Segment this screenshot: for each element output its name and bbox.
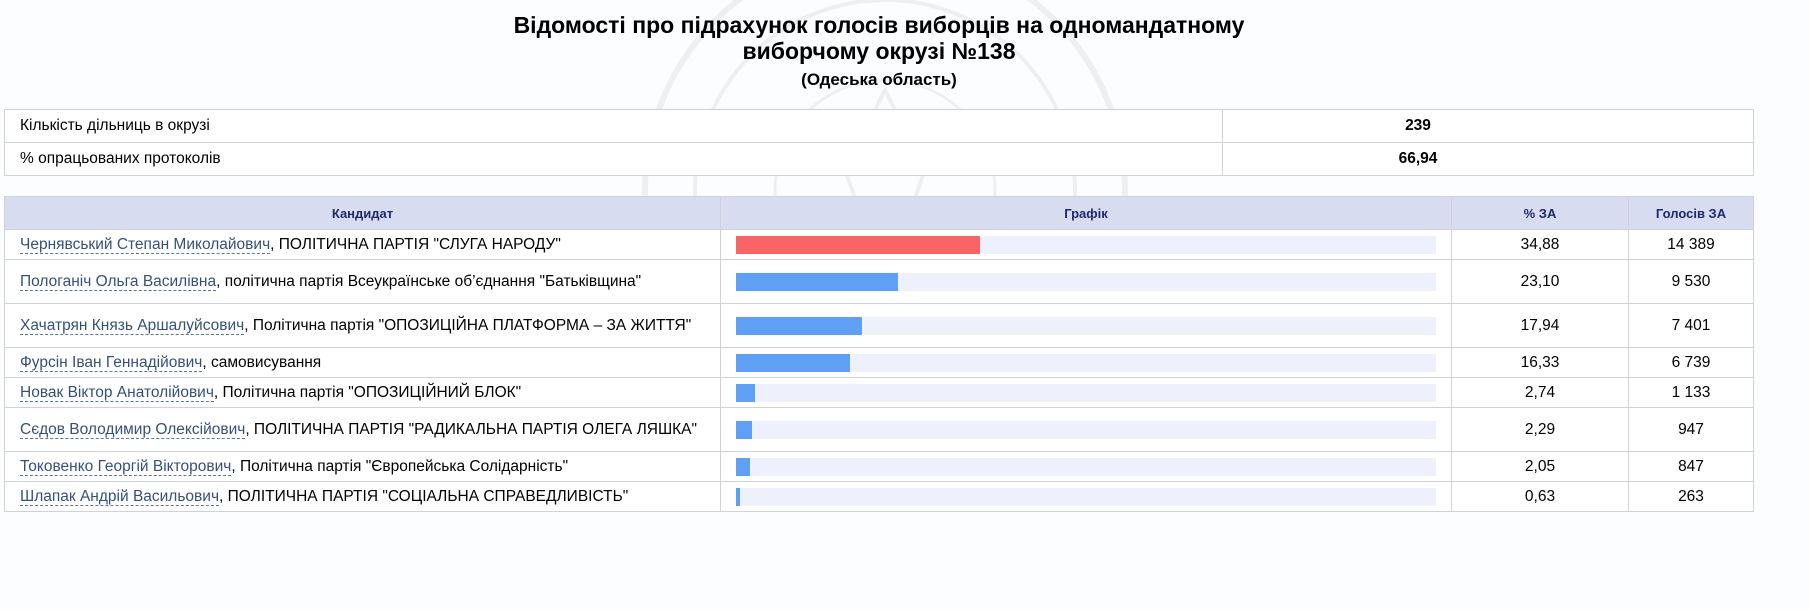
column-header-percent[interactable]: % ЗА [1451,196,1629,230]
votes-cell: 1 133 [1628,377,1754,408]
percent-cell: 0,63 [1451,481,1629,512]
candidate-name-link[interactable]: Токовенко Георгій Вікторович [20,457,232,476]
candidate-name-link[interactable]: Шлапак Андрій Васильович [20,487,220,506]
candidate-party: , політична партія Всеукраїнське об’єдна… [216,272,642,290]
candidate-row: Фурсін Іван Геннадійович, самовисування 1… [4,347,1754,378]
chart-cell [720,259,1452,304]
summary-row-protocols: % опрацьованих протоколів 66,94 [4,142,1754,176]
candidate-row: Новак Віктор Анатолійович, Політична пар… [4,377,1754,408]
candidate-name-link[interactable]: Фурсін Іван Геннадійович [20,353,203,372]
vote-bar [736,457,751,476]
candidate-name-link[interactable]: Новак Віктор Анатолійович [20,383,214,402]
candidate-cell: Сєдов Володимир Олексійович, ПОЛІТИЧНА П… [4,407,721,452]
column-header-votes[interactable]: Голосів ЗА [1628,196,1754,230]
chart-cell [720,347,1452,378]
vote-bar [736,316,862,335]
vote-bar-track [736,487,1436,506]
chart-cell [720,407,1452,452]
results-body: Чернявський Степан Миколайович, ПОЛІТИЧН… [4,229,1754,512]
summary-table: Кількість дільниць в окрузі 239 % опраць… [4,109,1754,176]
candidate-row: Сєдов Володимир Олексійович, ПОЛІТИЧНА П… [4,407,1754,452]
vote-bar-track [736,316,1436,335]
percent-cell: 17,94 [1451,303,1629,348]
column-header-candidate[interactable]: Кандидат [4,196,721,230]
vote-bar-track [736,353,1436,372]
votes-cell: 947 [1628,407,1754,452]
votes-cell: 14 389 [1628,229,1754,260]
candidate-cell: Хачатрян Князь Аршалуйсович, Політична п… [4,303,721,348]
candidate-party: , ПОЛІТИЧНА ПАРТІЯ "СОЦІАЛЬНА СПРАВЕДЛИВ… [219,487,629,505]
candidate-name-link[interactable]: Хачатрян Князь Аршалуйсович [20,316,245,335]
percent-cell: 2,29 [1451,407,1629,452]
candidate-cell: Токовенко Георгій Вікторович, Політична … [4,451,721,482]
summary-value: 66,94 [1222,142,1754,176]
candidate-party: , самовисування [202,353,322,371]
percent-cell: 23,10 [1451,259,1629,304]
page-title: Відомості про підрахунок голосів виборці… [0,12,1758,64]
summary-row-stations: Кількість дільниць в окрузі 239 [4,109,1754,143]
candidate-row: Хачатрян Князь Аршалуйсович, Політична п… [4,303,1754,348]
vote-bar [736,383,756,402]
chart-cell [720,451,1452,482]
candidate-row: Токовенко Георгій Вікторович, Політична … [4,451,1754,482]
votes-cell: 847 [1628,451,1754,482]
page-title-line2: виборчому окрузі №138 [742,38,1016,64]
vote-bar [736,272,898,291]
summary-value: 239 [1222,109,1754,143]
chart-cell [720,377,1452,408]
summary-label: % опрацьованих протоколів [4,142,1223,176]
vote-bar-track [736,235,1436,254]
percent-cell: 2,05 [1451,451,1629,482]
results-table: Кандидат Графік % ЗА Голосів ЗА Чернявсь… [4,196,1754,512]
candidate-party: , ПОЛІТИЧНА ПАРТІЯ "СЛУГА НАРОДУ" [270,235,561,253]
vote-bar [736,235,981,254]
vote-bar-track [736,383,1436,402]
candidate-party: , Політична партія "ОПОЗИЦІЙНИЙ БЛОК" [213,383,522,401]
candidate-name-link[interactable]: Сєдов Володимир Олексійович [20,420,246,439]
vote-bar [736,487,741,506]
chart-cell [720,481,1452,512]
vote-bar-track [736,420,1436,439]
candidate-row: Пологаніч Ольга Василівна, політична пар… [4,259,1754,304]
page-header: Відомості про підрахунок голосів виборці… [0,0,1758,90]
votes-cell: 6 739 [1628,347,1754,378]
candidate-party: , ПОЛІТИЧНА ПАРТІЯ "РАДИКАЛЬНА ПАРТІЯ ОЛ… [245,420,698,438]
percent-cell: 16,33 [1451,347,1629,378]
chart-cell [720,303,1452,348]
candidate-row: Шлапак Андрій Васильович, ПОЛІТИЧНА ПАРТ… [4,481,1754,512]
region-label: (Одеська область) [801,70,957,89]
vote-bar-track [736,272,1436,291]
candidate-name-link[interactable]: Чернявський Степан Миколайович [20,235,271,254]
chart-cell [720,229,1452,260]
vote-bar [736,353,851,372]
candidate-row: Чернявський Степан Миколайович, ПОЛІТИЧН… [4,229,1754,260]
candidate-cell: Шлапак Андрій Васильович, ПОЛІТИЧНА ПАРТ… [4,481,721,512]
candidate-party: , Політична партія "Європейська Солідарн… [231,457,569,475]
results-header-row: Кандидат Графік % ЗА Голосів ЗА [4,196,1754,230]
votes-cell: 9 530 [1628,259,1754,304]
vote-bar-track [736,457,1436,476]
summary-label: Кількість дільниць в окрузі [4,109,1223,143]
percent-cell: 34,88 [1451,229,1629,260]
candidate-cell: Фурсін Іван Геннадійович, самовисування [4,347,721,378]
candidate-name-link[interactable]: Пологаніч Ольга Василівна [20,272,217,291]
candidate-party: , Політична партія "ОПОЗИЦІЙНА ПЛАТФОРМА… [244,316,692,334]
votes-cell: 263 [1628,481,1754,512]
vote-bar [736,420,753,439]
candidate-cell: Новак Віктор Анатолійович, Політична пар… [4,377,721,408]
page-title-line1: Відомості про підрахунок голосів виборці… [513,12,1245,38]
candidate-cell: Пологаніч Ольга Василівна, політична пар… [4,259,721,304]
votes-cell: 7 401 [1628,303,1754,348]
candidate-cell: Чернявський Степан Миколайович, ПОЛІТИЧН… [4,229,721,260]
column-header-chart: Графік [720,196,1452,230]
percent-cell: 2,74 [1451,377,1629,408]
